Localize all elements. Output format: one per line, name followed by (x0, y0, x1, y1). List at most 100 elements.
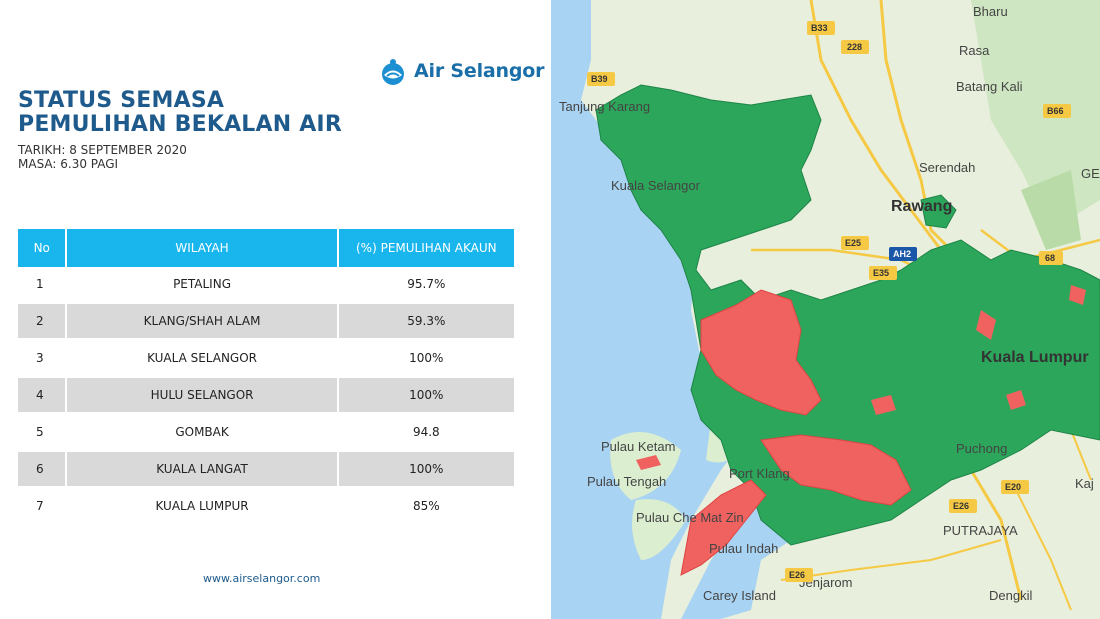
table-row: 2 KLANG/SHAH ALAM 59.3% (18, 302, 514, 341)
svg-text:E26: E26 (789, 570, 805, 580)
website-link[interactable]: www.airselangor.com (203, 572, 321, 585)
cell-pct: 85% (337, 487, 514, 526)
table-header-row: No WILAYAH (%) PEMULIHAN AKAUN (18, 229, 514, 267)
road-shield-e25: E25 (841, 236, 869, 250)
affected-area-shah-alam[interactable] (871, 395, 896, 415)
info-panel: Air Selangor STATUS SEMASA PEMULIHAN BEK… (18, 56, 545, 585)
brand-name: Air Selangor (414, 60, 545, 82)
road-shield-ah2: AH2 (889, 247, 917, 261)
svg-text:E20: E20 (1005, 482, 1021, 492)
label-batang-kali: Batang Kali (956, 79, 1023, 94)
column-header-no: No (18, 229, 68, 267)
label-rasa: Rasa (959, 43, 990, 58)
column-header-wilayah: WILAYAH (66, 229, 339, 267)
cell-no: 7 (18, 487, 68, 526)
label-kuala-selangor: Kuala Selangor (611, 178, 701, 193)
cell-wilayah: KLANG/SHAH ALAM (66, 302, 339, 341)
table-row: 6 KUALA LANGAT 100% (18, 450, 514, 489)
pulau-island (632, 499, 686, 560)
label-pulau-che-mat-zin: Pulau Che Mat Zin (636, 510, 744, 525)
cell-wilayah: KUALA LUMPUR (66, 487, 339, 526)
cell-wilayah: KUALA SELANGOR (66, 339, 339, 378)
cell-wilayah: KUALA LANGAT (66, 450, 339, 489)
restored-area-rawang[interactable] (920, 194, 957, 229)
table-row: 5 GOMBAK 94.8 (18, 413, 514, 452)
label-kuala-lumpur: Kuala Lumpur (981, 349, 1089, 366)
affected-area-pulau-indah[interactable] (680, 479, 767, 576)
label-bharu: Bharu (973, 4, 1008, 19)
table-row: 7 KUALA LUMPUR 85% (18, 487, 514, 526)
cell-pct: 100% (337, 450, 514, 489)
label-carey-island: Carey Island (703, 588, 776, 603)
cell-pct: 100% (337, 376, 514, 415)
label-pulau-tengah: Pulau Tengah (587, 474, 666, 489)
affected-area-kl[interactable] (976, 310, 996, 340)
road-shield-b39: B39 (587, 72, 615, 86)
table-row: 1 PETALING 95.7% (18, 267, 514, 304)
label-serendah: Serendah (919, 160, 975, 175)
restoration-table: No WILAYAH (%) PEMULIHAN AKAUN 1 PETALIN… (18, 229, 514, 526)
table-row: 4 HULU SELANGOR 100% (18, 376, 514, 415)
report-time: MASA: 6.30 PAGI (18, 157, 119, 171)
label-port-klang: Port Klang (729, 466, 790, 481)
road-shield-b66: B66 (1043, 104, 1071, 118)
svg-text:B39: B39 (591, 74, 608, 84)
label-pulau-indah: Pulau Indah (709, 541, 778, 556)
cell-pct: 100% (337, 339, 514, 378)
restored-area[interactable] (595, 84, 1100, 546)
label-rawang: Rawang (891, 198, 952, 215)
label-pulau-ketam: Pulau Ketam (601, 439, 675, 454)
report-meta: TARIKH: 8 SEPTEMBER 2020 MASA: 6.30 PAGI (18, 143, 187, 171)
title-line-1: STATUS SEMASA (18, 88, 225, 113)
column-header-pct: (%) PEMULIHAN AKAUN (337, 229, 514, 267)
label-putrajaya: PUTRAJAYA (943, 523, 1018, 538)
svg-text:E35: E35 (873, 268, 889, 278)
svg-text:B33: B33 (811, 23, 828, 33)
affected-area-ketam[interactable] (636, 455, 661, 470)
page-title: STATUS SEMASA PEMULIHAN BEKALAN AIR (18, 89, 342, 137)
table-row: 3 KUALA SELANGOR 100% (18, 339, 514, 378)
road-shield-e26: E26 (785, 568, 813, 582)
svg-text:AH2: AH2 (893, 249, 911, 259)
cell-no: 2 (18, 302, 68, 341)
map-canvas: Bharu Rasa Batang Kali Tanjung Karang Se… (551, 0, 1100, 619)
cell-pct: 95.7% (337, 267, 514, 304)
title-line-2: PEMULIHAN BEKALAN AIR (18, 112, 342, 137)
cell-no: 4 (18, 376, 68, 415)
cell-pct: 59.3% (337, 302, 514, 341)
report-date: TARIKH: 8 SEPTEMBER 2020 (18, 143, 187, 157)
svg-text:68: 68 (1045, 253, 1055, 263)
label-gen: GEN (1081, 166, 1100, 181)
road-shield-b33: B33 (807, 21, 835, 35)
highway-road (879, 0, 973, 272)
road-shield-228: 228 (841, 40, 869, 54)
svg-text:B66: B66 (1047, 106, 1064, 116)
svg-text:E26: E26 (953, 501, 969, 511)
label-puchong: Puchong (956, 441, 1007, 456)
restoration-map[interactable]: Bharu Rasa Batang Kali Tanjung Karang Se… (551, 0, 1100, 619)
road-shield-e26: E26 (949, 499, 977, 513)
svg-text:E25: E25 (845, 238, 861, 248)
sea-area (551, 0, 751, 619)
air-selangor-logo: Air Selangor (378, 56, 544, 86)
water-drop-icon (382, 59, 404, 85)
forest-area (1021, 170, 1081, 250)
label-tanjung-karang: Tanjung Karang (559, 99, 650, 114)
road-shield-e20: E20 (1001, 480, 1029, 494)
cell-pct: 94.8 (337, 413, 514, 452)
cell-no: 5 (18, 413, 68, 452)
cell-wilayah: HULU SELANGOR (66, 376, 339, 415)
affected-area-klang[interactable] (700, 289, 822, 416)
cell-no: 6 (18, 450, 68, 489)
cell-no: 3 (18, 339, 68, 378)
cell-wilayah: PETALING (66, 267, 339, 304)
affected-area-kl-east[interactable] (1069, 285, 1086, 305)
cell-wilayah: GOMBAK (66, 413, 339, 452)
cell-no: 1 (18, 267, 68, 304)
road (1010, 479, 1072, 611)
road-shield-e35: E35 (869, 266, 897, 280)
affected-area-port-klang[interactable] (760, 434, 912, 506)
label-dengkil: Dengkil (989, 588, 1032, 603)
affected-area-puchong[interactable] (1006, 390, 1026, 410)
road (780, 539, 1002, 581)
